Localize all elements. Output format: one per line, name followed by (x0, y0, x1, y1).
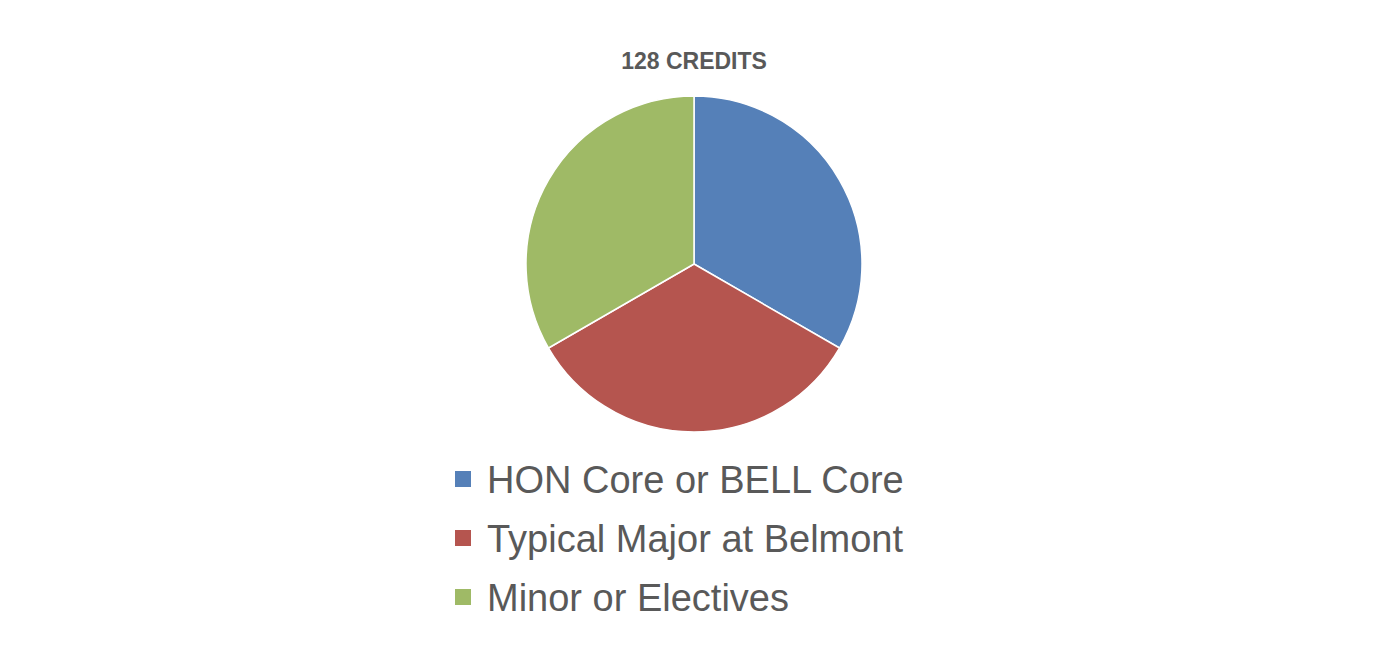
chart-title: 128 CREDITS (621, 48, 767, 74)
legend-label: HON Core or BELL Core (487, 459, 904, 501)
legend-label: Typical Major at Belmont (487, 518, 903, 560)
chart-container: 128 CREDITS HON Core or BELL Core Typical … (0, 0, 1382, 662)
chart-svg: 128 CREDITS HON Core or BELL Core Typical … (0, 0, 1382, 662)
legend: HON Core or BELL Core Typical Major at Be… (455, 459, 904, 619)
legend-label: Minor or Electives (487, 577, 789, 619)
legend-swatch (455, 589, 471, 605)
pie-slice (526, 96, 694, 348)
page: {"chart_data": {"type": "pie", "title": … (0, 0, 1382, 662)
legend-swatch (455, 471, 471, 487)
pie-slices (526, 96, 862, 432)
legend-swatch (455, 530, 471, 546)
